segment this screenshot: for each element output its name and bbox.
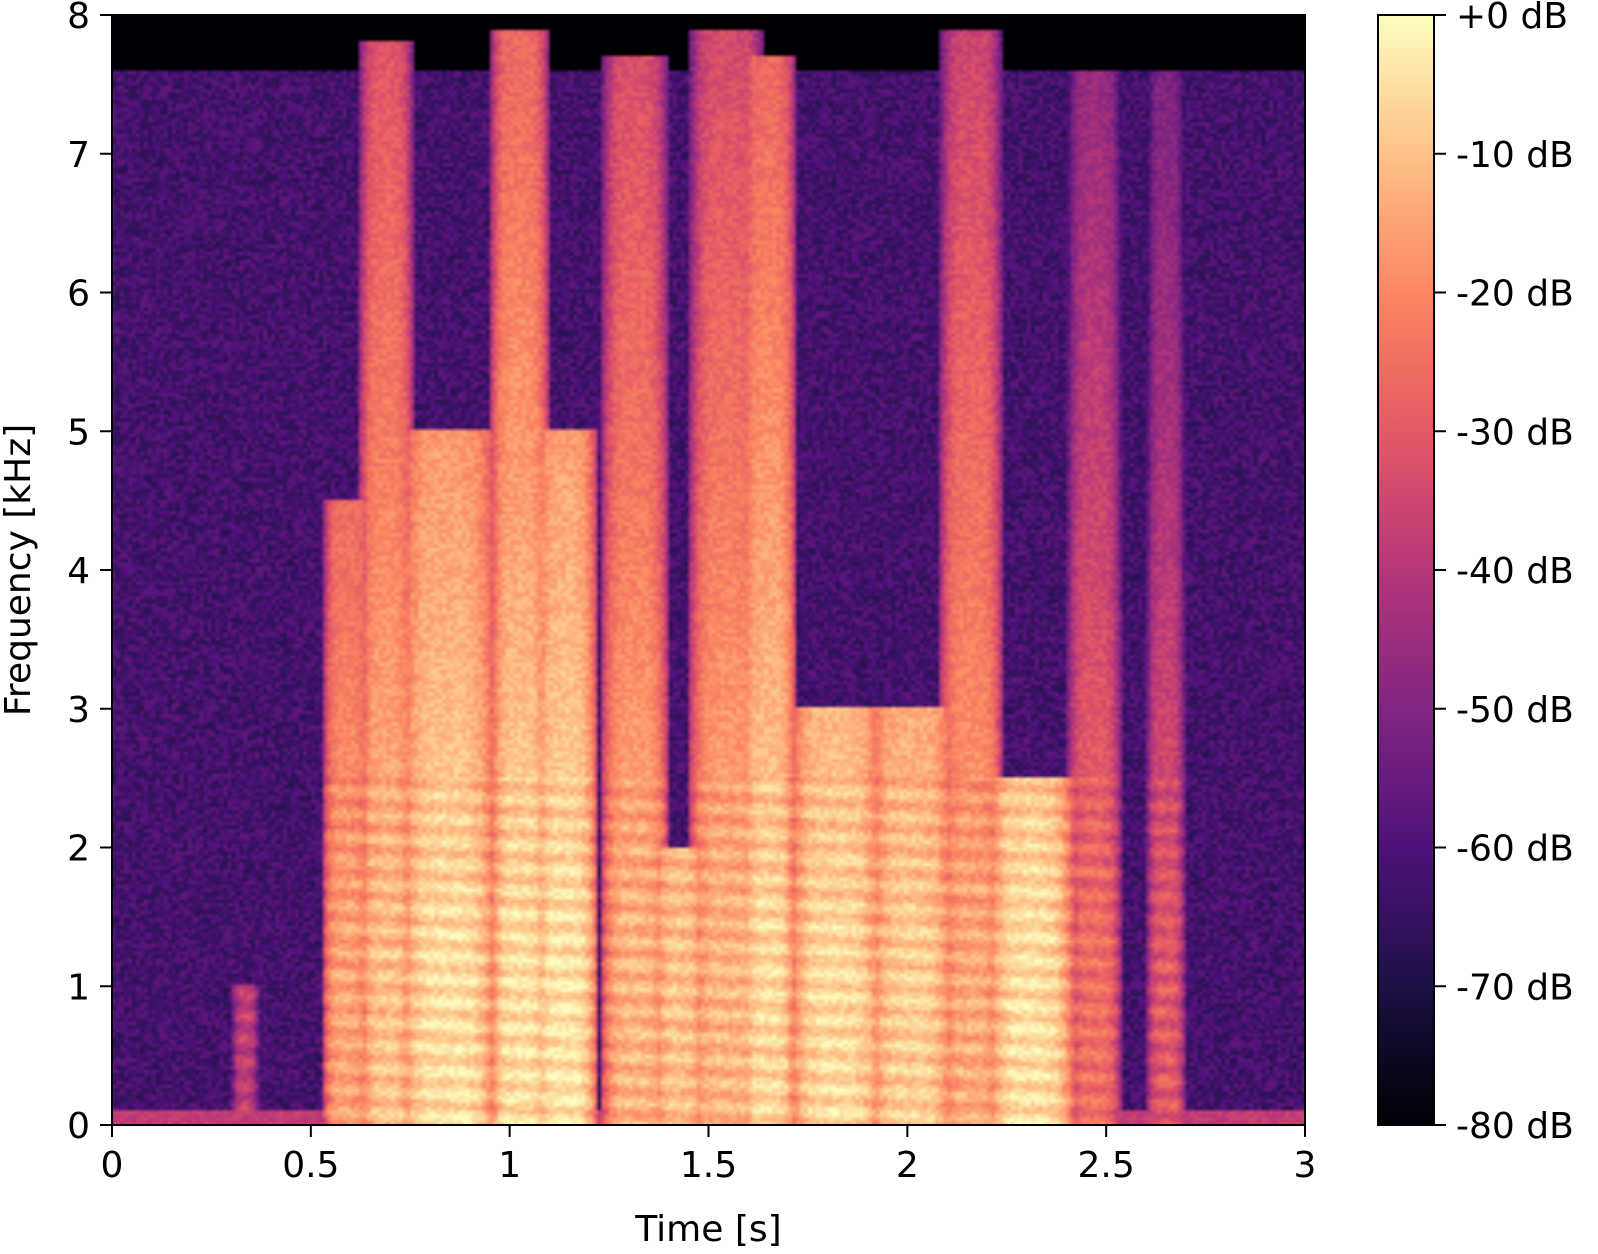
y-tick-label: 0	[67, 1106, 90, 1147]
y-tick-label: 4	[67, 551, 90, 592]
colorbar-tick-label: -70 dB	[1456, 967, 1574, 1008]
y-axis-label: Frequency [kHz]	[0, 424, 39, 716]
colorbar-tick-label: -10 dB	[1456, 135, 1574, 176]
colorbar-gradient	[1378, 15, 1434, 1125]
y-tick-label: 5	[67, 412, 90, 453]
x-tick-label: 2.5	[1078, 1145, 1135, 1186]
x-tick-label: 1.5	[680, 1145, 737, 1186]
y-tick-label: 6	[67, 274, 90, 315]
colorbar-tick-label: -40 dB	[1456, 551, 1574, 592]
y-axis-ticks: 0 1 2 3 4 5 6 7 8	[67, 0, 112, 1147]
colorbar-tick-label: -20 dB	[1456, 274, 1574, 315]
x-tick-label: 2	[896, 1145, 919, 1186]
spectrogram-heatmap	[112, 15, 1305, 1125]
colorbar-tick-label: -30 dB	[1456, 412, 1574, 453]
x-axis-label: Time [s]	[634, 1209, 781, 1250]
colorbar-ticks: +0 dB -10 dB -20 dB -30 dB -40 dB -50 dB -60 d…	[1434, 0, 1574, 1147]
plot-area	[112, 15, 1305, 1125]
x-tick-label: 0.5	[282, 1145, 339, 1186]
y-tick-label: 7	[67, 135, 90, 176]
colorbar-tick-label: -50 dB	[1456, 690, 1574, 731]
x-axis-ticks: 0 0.5 1 1.5 2 2.5 3	[101, 1125, 1317, 1186]
colorbar: +0 dB -10 dB -20 dB -30 dB -40 dB -50 dB -60 d…	[1377, 0, 1574, 1147]
y-tick-label: 8	[67, 0, 90, 37]
y-tick-label: 3	[67, 690, 90, 731]
x-tick-label: 1	[498, 1145, 521, 1186]
colorbar-tick-label: -80 dB	[1456, 1106, 1574, 1147]
x-tick-label: 0	[101, 1145, 124, 1186]
colorbar-tick-label: +0 dB	[1456, 0, 1568, 37]
y-tick-label: 2	[67, 829, 90, 870]
colorbar-tick-label: -60 dB	[1456, 829, 1574, 870]
y-tick-label: 1	[67, 967, 90, 1008]
x-tick-label: 3	[1294, 1145, 1317, 1186]
